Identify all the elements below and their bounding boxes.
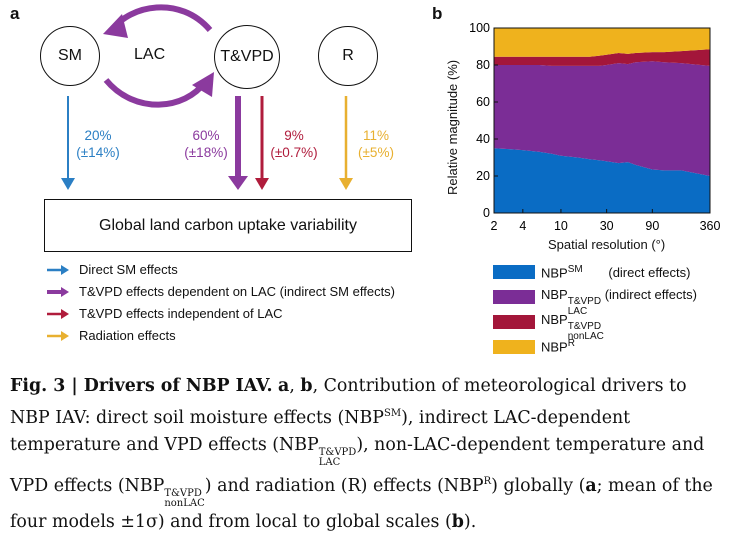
legend-swatch-tvpd-nonlac [493, 315, 535, 329]
area-chart: 0 20 40 60 80 100 2 4 10 30 90 360 [469, 21, 721, 233]
node-tvpd: T&VPD [214, 25, 280, 89]
y-tick-label: 20 [476, 169, 490, 183]
area-series [494, 148, 710, 213]
area-series [494, 28, 710, 57]
y-tick-label: 0 [483, 206, 490, 220]
y-tick-label: 80 [476, 58, 490, 72]
legend-label-tvpd-lac: NBP T&VPD LAC (indirect effects) [541, 287, 697, 317]
x-tick-label: 90 [645, 219, 659, 233]
legend-swatch-r [493, 340, 535, 354]
tvpd-nonlac-arrow [255, 178, 269, 190]
legend-label-tvpd-nonlac: NBP T&VPD nonLAC [541, 312, 604, 342]
node-sm: SM [40, 26, 100, 86]
outcome-box: Global land carbon uptake variability [44, 199, 412, 252]
legend-a-item: Direct SM effects [47, 262, 178, 277]
legend-a-label: Radiation effects [79, 328, 176, 343]
y-tick-label: 40 [476, 132, 490, 146]
panel-a-arrows [61, 4, 353, 190]
x-tick-label: 10 [554, 219, 568, 233]
caption-fig-title: Fig. 3 | Drivers of NBP IAV. [10, 376, 273, 396]
legend-a-label: T&VPD effects dependent on LAC (indirect… [79, 284, 396, 299]
node-r: R [318, 26, 378, 86]
lac-feedback-arrow-bottom [103, 78, 208, 108]
panel-a-letter: a [10, 4, 20, 23]
y-tick-label: 100 [469, 21, 490, 35]
x-tick-label: 30 [600, 219, 614, 233]
lac-feedback-arrow-top [109, 4, 213, 33]
y-tick-label: 60 [476, 95, 490, 109]
x-tick-label: 360 [700, 219, 721, 233]
panel-b-letter: b [432, 4, 443, 23]
legend-a-label: T&VPD effects independent of LAC [79, 306, 283, 321]
legend-a-item: T&VPD effects independent of LAC [47, 306, 283, 321]
area-series [494, 61, 710, 176]
r-arrow [339, 178, 353, 190]
sm-arrow [61, 178, 75, 190]
legend-arrow-icon [47, 308, 69, 319]
x-tick-label: 2 [491, 219, 498, 233]
effect-r: 11% (±5%) [358, 128, 394, 160]
legend-swatch-sm [493, 265, 535, 279]
effect-tvpd-nonlac: 9% (±0.7%) [270, 128, 318, 160]
legend-arrow-icon [47, 264, 69, 275]
effect-tvpd-lac: 60% (±18%) [184, 128, 228, 160]
plot-frame [493, 27, 711, 214]
legend-a-item: T&VPD effects dependent on LAC (indirect… [47, 284, 395, 299]
node-lac: LAC [134, 46, 166, 63]
figure-caption: Fig. 3 | Drivers of NBP IAV. a, b, Contr… [10, 376, 713, 532]
legend-a-item: Radiation effects [47, 328, 176, 343]
legend-label-sm: NBPSM (direct effects) [541, 264, 691, 281]
legend-swatch-tvpd-lac [493, 290, 535, 304]
x-tick-label: 4 [519, 219, 526, 233]
y-axis-label: Relative magnitude (%) [445, 59, 460, 195]
tvpd-lac-arrow [228, 176, 248, 190]
legend-arrow-icon [47, 286, 69, 297]
legend-arrow-icon [47, 330, 69, 341]
area-series [494, 49, 710, 66]
x-axis-label: Spatial resolution (°) [548, 237, 666, 252]
effect-sm: 20% (±14%) [76, 128, 120, 160]
legend-label-r: NBPR [541, 338, 575, 355]
legend-a-label: Direct SM effects [79, 262, 178, 277]
